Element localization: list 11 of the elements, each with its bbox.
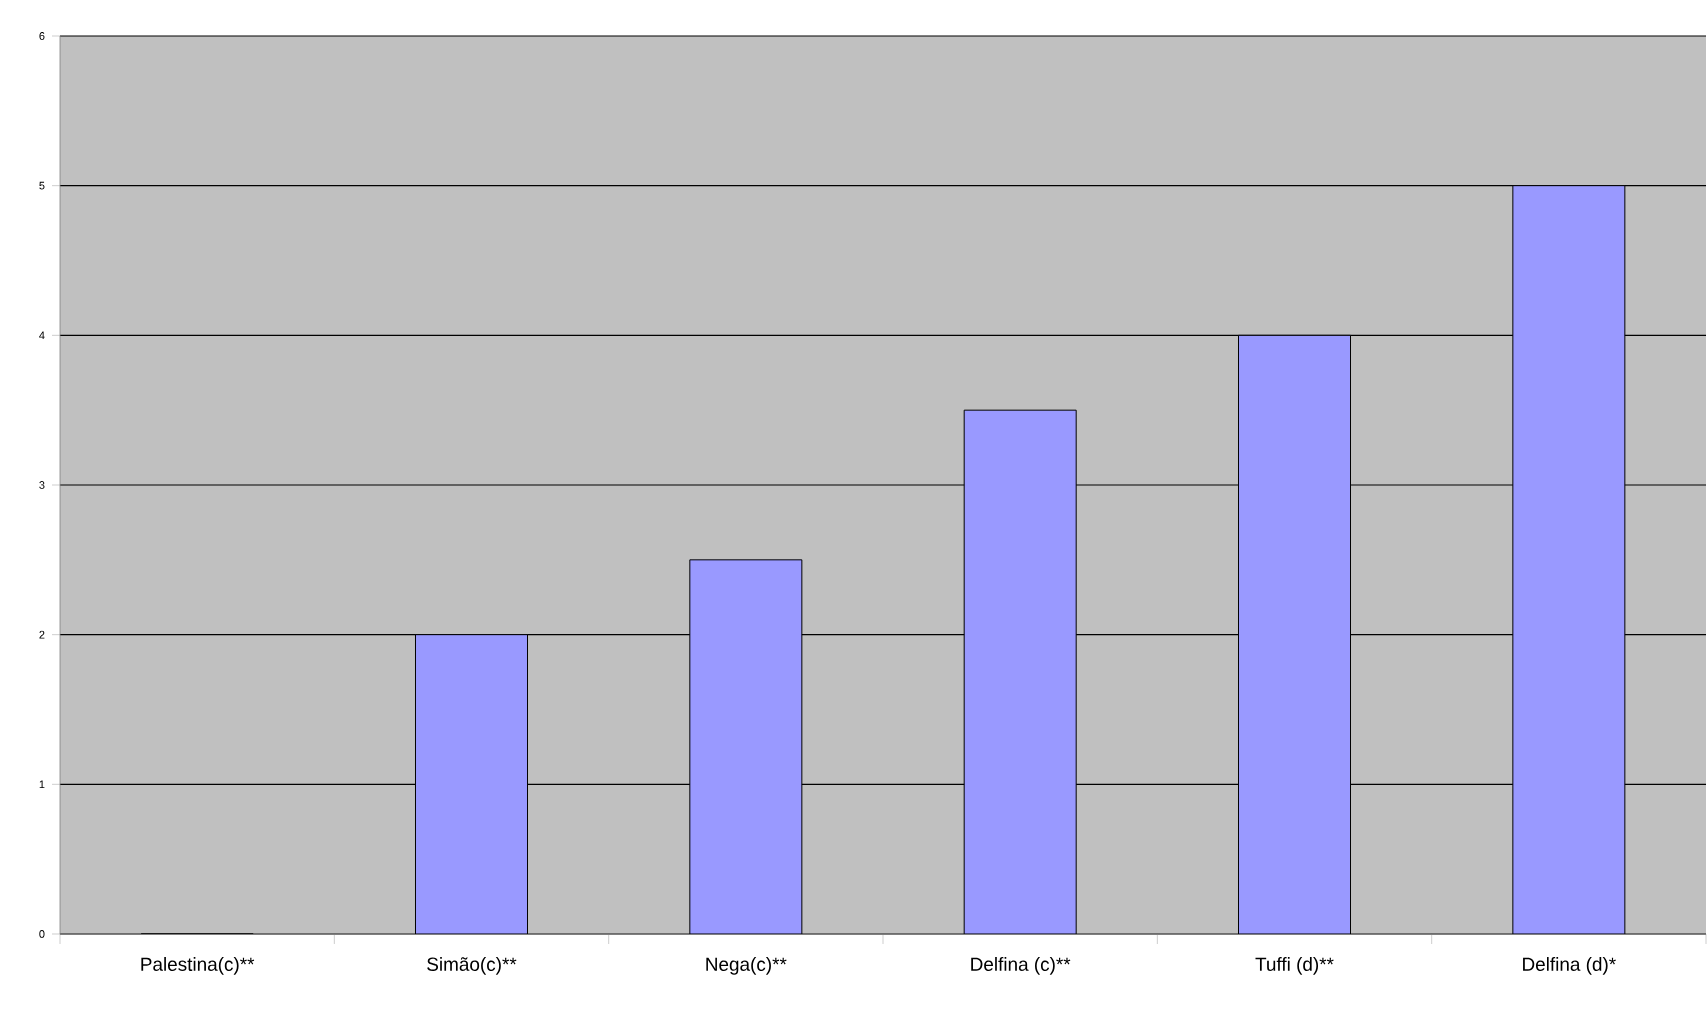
bar bbox=[415, 634, 529, 934]
x-tick-label: Delfina (c)** bbox=[971, 957, 1071, 975]
x-tick-label: Delfina (d)* bbox=[1523, 957, 1616, 975]
bar bbox=[689, 559, 803, 934]
x-tick-label: Nega(c)** bbox=[706, 957, 787, 975]
bar bbox=[1238, 334, 1352, 934]
x-tick-label: Palestina(c)** bbox=[141, 957, 255, 975]
x-tick-label: Simão(c)** bbox=[427, 957, 517, 975]
x-tick-label: Tuffi (d)** bbox=[1255, 957, 1334, 975]
bar bbox=[1512, 185, 1626, 934]
bar bbox=[963, 409, 1077, 934]
